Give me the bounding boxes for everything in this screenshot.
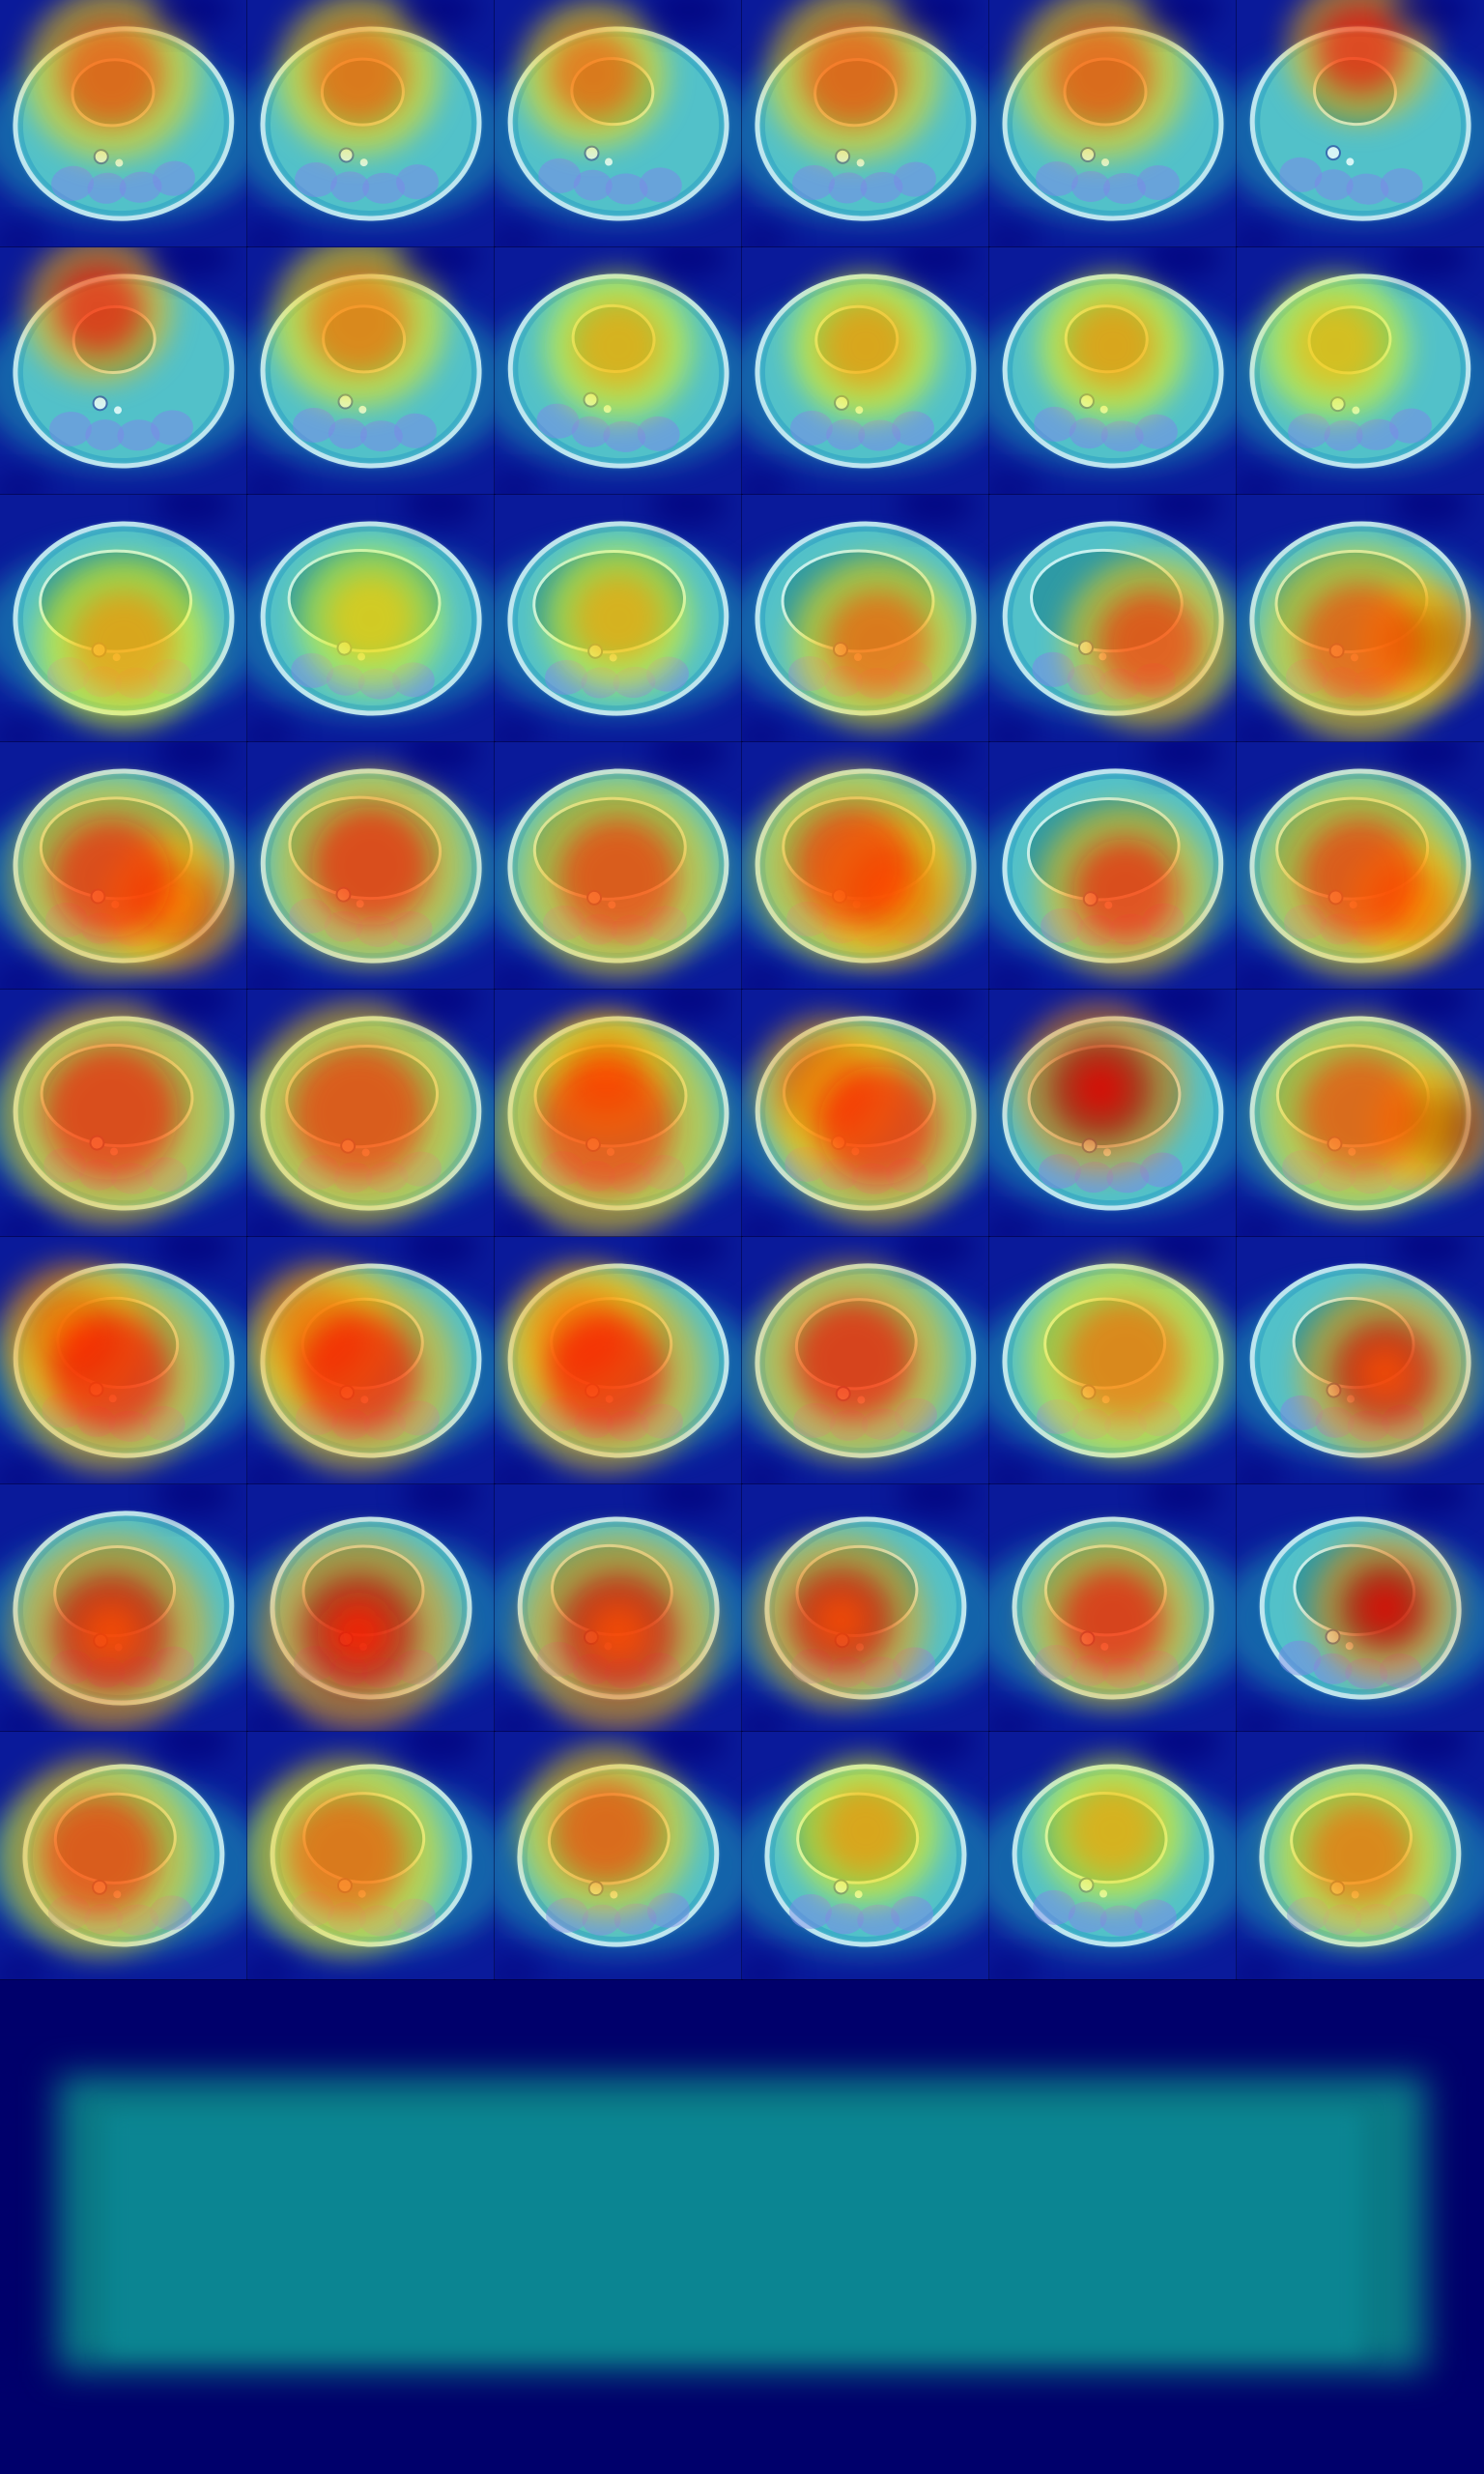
slice-tile xyxy=(1237,1484,1484,1732)
slice-tile xyxy=(742,1237,989,1484)
slice-tile xyxy=(742,1732,989,1979)
slice-tile xyxy=(0,0,247,247)
slice-tile xyxy=(247,1732,495,1979)
slice-tile xyxy=(495,742,742,990)
slice-tile xyxy=(495,1237,742,1484)
slice-tile xyxy=(742,0,989,247)
slice-tile xyxy=(1237,0,1484,247)
slice-tile xyxy=(1237,495,1484,742)
slice-tile xyxy=(1237,247,1484,495)
slice-tile xyxy=(742,247,989,495)
slice-tile xyxy=(495,0,742,247)
slice-tile xyxy=(495,990,742,1237)
slice-tile xyxy=(0,1237,247,1484)
slice-tile xyxy=(1237,1237,1484,1484)
slice-tile xyxy=(247,1237,495,1484)
slice-tile xyxy=(0,1732,247,1979)
slice-tile xyxy=(742,990,989,1237)
slice-tile xyxy=(989,0,1237,247)
slice-tile xyxy=(247,247,495,495)
slice-tile xyxy=(0,990,247,1237)
empty-panel xyxy=(106,2112,1362,2353)
slice-tile xyxy=(742,495,989,742)
slice-tile xyxy=(989,1484,1237,1732)
slice-tile xyxy=(989,990,1237,1237)
slice-tile xyxy=(742,1484,989,1732)
slice-tile xyxy=(742,742,989,990)
slice-tile xyxy=(1237,742,1484,990)
slice-tile xyxy=(0,742,247,990)
slice-tile xyxy=(495,1484,742,1732)
slice-tile xyxy=(495,247,742,495)
slice-tile xyxy=(989,1732,1237,1979)
slice-tile xyxy=(0,495,247,742)
slice-tile xyxy=(495,495,742,742)
slice-tile xyxy=(0,1484,247,1732)
slice-tile xyxy=(989,495,1237,742)
slice-tile xyxy=(247,0,495,247)
slice-tile xyxy=(247,990,495,1237)
slice-tile xyxy=(989,247,1237,495)
slice-tile xyxy=(989,742,1237,990)
slice-grid xyxy=(0,0,1484,1976)
slice-tile xyxy=(1237,990,1484,1237)
slice-tile xyxy=(247,495,495,742)
slice-tile xyxy=(0,247,247,495)
slice-tile xyxy=(247,742,495,990)
slice-tile xyxy=(989,1237,1237,1484)
slice-tile xyxy=(247,1484,495,1732)
slice-tile xyxy=(1237,1732,1484,1979)
slice-tile xyxy=(495,1732,742,1979)
